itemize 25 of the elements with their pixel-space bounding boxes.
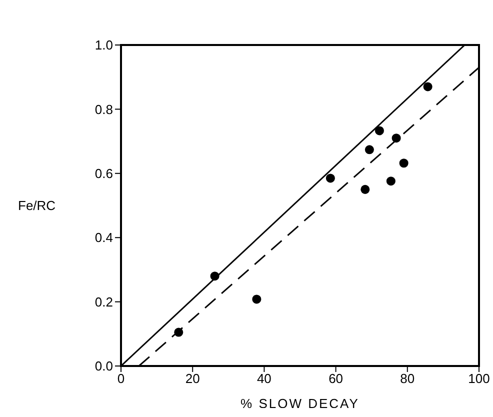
point	[326, 174, 335, 183]
y-tick-label: 0.8	[94, 102, 113, 117]
point	[386, 176, 396, 186]
y-tick-label: 0.0	[94, 358, 113, 374]
point	[360, 184, 370, 194]
point	[210, 272, 220, 281]
y-tick-label: 0.2	[94, 294, 113, 310]
point	[174, 328, 184, 337]
x-tick-label: 80	[400, 371, 415, 386]
x-axis-title: % SLOW DECAY	[240, 396, 360, 411]
point	[392, 134, 401, 143]
y-tick-label: 0.6	[94, 166, 113, 182]
point	[423, 82, 432, 92]
y-tick-label: 1.0	[94, 38, 113, 53]
x-tick-label: 0	[117, 371, 125, 386]
x-tick-label: 100	[468, 371, 490, 386]
y-axis-title: Fe/RC	[18, 198, 56, 214]
y-tick-label: 0.4	[94, 230, 113, 246]
point	[374, 126, 384, 136]
point	[364, 145, 374, 154]
x-tick-label: 20	[185, 371, 200, 386]
x-tick-label: 60	[328, 371, 344, 386]
point	[399, 158, 408, 168]
point	[252, 294, 262, 304]
x-tick-label: 40	[256, 371, 272, 386]
